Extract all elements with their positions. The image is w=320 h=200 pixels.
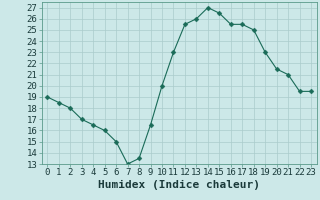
X-axis label: Humidex (Indice chaleur): Humidex (Indice chaleur) xyxy=(98,180,260,190)
